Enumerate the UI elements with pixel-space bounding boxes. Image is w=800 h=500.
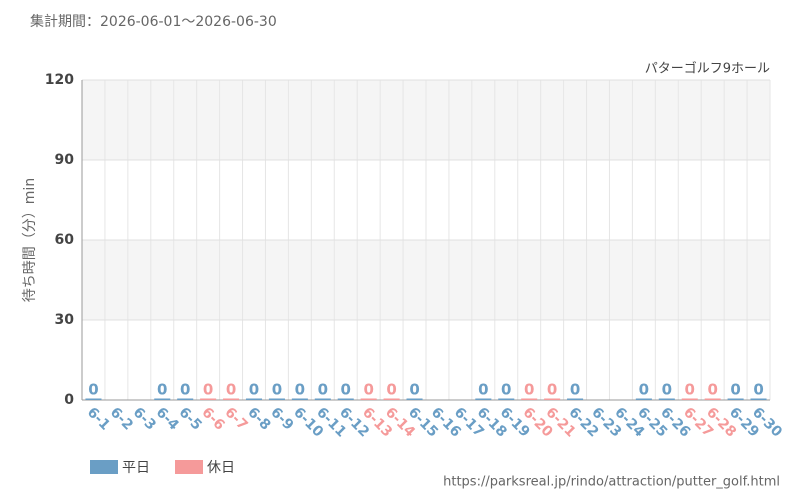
bar — [658, 398, 675, 400]
data-label: 0 — [226, 381, 236, 399]
y-tick-label: 0 — [64, 392, 74, 408]
bar — [337, 398, 354, 400]
legend-label: 平日 — [122, 460, 150, 476]
bar — [360, 398, 377, 400]
data-label: 0 — [570, 381, 580, 399]
data-label: 0 — [363, 381, 373, 399]
bar — [681, 398, 698, 400]
y-tick-label: 60 — [55, 232, 75, 248]
bar — [727, 398, 744, 400]
legend-swatch — [90, 460, 118, 474]
chart-title: 集計期間：2026-06-01～2026-06-30 — [30, 13, 277, 30]
data-label: 0 — [730, 381, 740, 399]
bar — [498, 398, 515, 400]
data-label: 0 — [524, 381, 534, 399]
data-label: 0 — [203, 381, 213, 399]
x-tick-label: 6-2 — [107, 404, 136, 433]
bar — [406, 398, 423, 400]
data-label: 0 — [272, 381, 282, 399]
bar — [750, 398, 767, 400]
y-axis-label: 待ち時間（分）min — [22, 178, 38, 302]
data-label: 0 — [409, 381, 419, 399]
bar — [291, 398, 308, 400]
data-label: 0 — [180, 381, 190, 399]
bar — [85, 398, 102, 400]
x-tick-label: 6-1 — [84, 404, 113, 433]
bar — [635, 398, 652, 400]
x-tick-label: 6-9 — [267, 404, 296, 433]
bar — [704, 398, 721, 400]
y-tick-label: 30 — [55, 312, 75, 328]
bar — [268, 398, 285, 400]
data-label: 0 — [249, 381, 259, 399]
bar — [567, 398, 584, 400]
y-tick-label: 90 — [55, 152, 75, 168]
data-label: 0 — [639, 381, 649, 399]
data-label: 0 — [318, 381, 328, 399]
data-label: 0 — [478, 381, 488, 399]
data-label: 0 — [501, 381, 511, 399]
x-tick-label: 6-8 — [244, 404, 273, 433]
data-label: 0 — [707, 381, 717, 399]
data-label: 0 — [295, 381, 305, 399]
chart-subtitle: パターゴルフ9ホール — [645, 61, 770, 77]
x-tick-label: 6-4 — [153, 404, 182, 433]
x-tick-label: 6-7 — [221, 404, 250, 433]
bar — [544, 398, 561, 400]
bar — [200, 398, 217, 400]
bar — [154, 398, 171, 400]
bar — [475, 398, 492, 400]
data-label: 0 — [685, 381, 695, 399]
bar — [314, 398, 331, 400]
x-tick-label: 6-5 — [176, 404, 205, 433]
data-label: 0 — [341, 381, 351, 399]
data-label: 0 — [386, 381, 396, 399]
data-label: 0 — [157, 381, 167, 399]
bar — [177, 398, 194, 400]
legend-swatch — [175, 460, 203, 474]
bar — [245, 398, 263, 400]
bar — [223, 398, 240, 400]
x-tick-label: 6-3 — [130, 404, 159, 433]
legend-label: 休日 — [207, 460, 235, 476]
bar — [521, 398, 538, 400]
data-label: 0 — [753, 381, 763, 399]
y-tick-label: 120 — [45, 72, 74, 88]
data-label: 0 — [88, 381, 98, 399]
data-label: 0 — [547, 381, 557, 399]
data-label: 0 — [662, 381, 672, 399]
source: https://parksreal.jp/rindo/attraction/pu… — [443, 475, 780, 490]
bar — [383, 398, 400, 400]
x-tick-label: 6-6 — [198, 404, 227, 433]
